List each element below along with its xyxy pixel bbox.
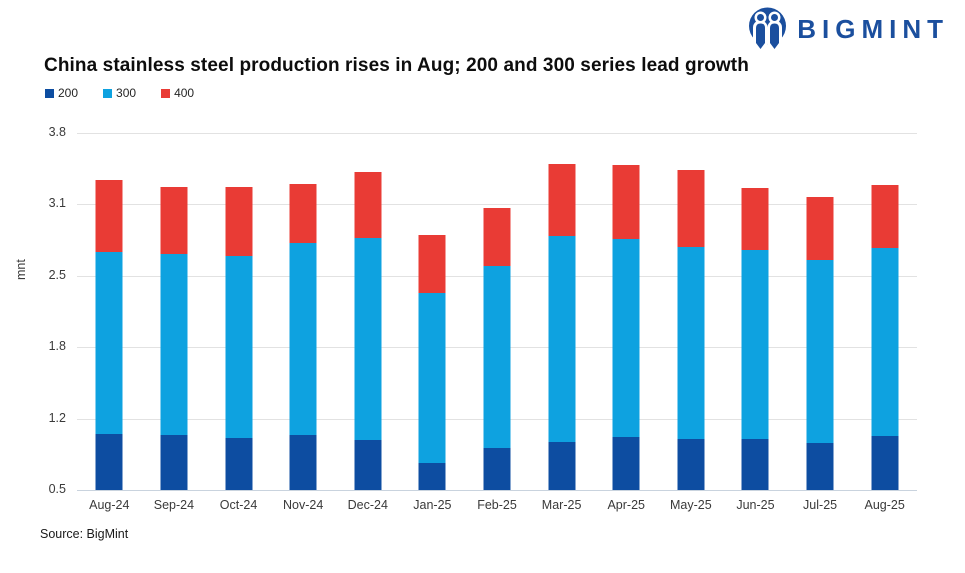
bar-segment-300-jan-25 — [418, 293, 446, 463]
bar-slot-apr-25: Apr-25 — [594, 133, 659, 512]
source-note: Source: BigMint — [40, 527, 129, 541]
bar-segment-400-oct-24 — [225, 187, 253, 257]
bar-segment-300-aug-24 — [95, 252, 123, 434]
x-tick-label: Apr-25 — [607, 498, 645, 512]
x-axis-line — [77, 490, 917, 491]
x-tick-label: Oct-24 — [219, 498, 258, 512]
bar-segment-400-apr-25 — [612, 165, 640, 240]
bar-segment-200-sep-24 — [160, 434, 188, 490]
bar-slot-aug-25: Aug-25 — [852, 133, 917, 512]
x-tick-label: Sep-24 — [153, 498, 195, 512]
bar-segment-300-jun-25 — [741, 249, 769, 440]
bar-segment-400-nov-24 — [289, 183, 317, 244]
bar-slot-jul-25: Jul-25 — [788, 133, 853, 512]
legend-swatch-300 — [103, 88, 113, 98]
x-tick-label: Aug-24 — [89, 498, 130, 512]
bar-segment-300-jul-25 — [806, 259, 834, 444]
bar-segment-200-aug-25 — [871, 435, 899, 490]
bar-slot-jan-25: Jan-25 — [400, 133, 465, 512]
legend-item-400: 400 — [161, 86, 194, 100]
bar-segment-200-apr-25 — [612, 436, 640, 490]
bar-segment-200-may-25 — [677, 439, 705, 490]
x-tick-label: Dec-24 — [347, 498, 388, 512]
bar-segment-200-nov-24 — [289, 434, 317, 490]
legend-swatch-400 — [161, 88, 171, 98]
bar-segment-400-mar-25 — [548, 164, 576, 236]
bar-segment-400-aug-24 — [95, 179, 123, 252]
y-tick-label: 2.5 — [48, 268, 66, 282]
bigmint-logo-text: BIGMINT — [797, 13, 949, 44]
bar-segment-400-aug-25 — [871, 184, 899, 248]
y-axis: 3.8 3.1 2.5 1.8 1.2 0.5 — [24, 125, 66, 496]
x-tick-label: Jan-25 — [413, 498, 452, 512]
y-axis-title: mnt — [14, 259, 28, 280]
bar-segment-300-sep-24 — [160, 254, 188, 435]
x-tick-label: May-25 — [669, 498, 712, 512]
legend-item-200: 200 — [45, 86, 78, 100]
bar-segment-300-feb-25 — [483, 266, 511, 448]
legend-label: 400 — [174, 86, 195, 100]
x-tick-label: Nov-24 — [283, 498, 324, 512]
legend-label: 200 — [58, 86, 79, 100]
bigmint-people-icon — [749, 7, 787, 51]
bar-segment-400-jun-25 — [741, 188, 769, 250]
bar-segment-400-may-25 — [677, 169, 705, 247]
bar-segment-400-dec-24 — [354, 171, 382, 238]
x-tick-label: Mar-25 — [541, 498, 582, 512]
x-tick-label: Jul-25 — [803, 498, 838, 512]
bar-segment-300-aug-25 — [871, 247, 899, 436]
bigmint-logo: BIGMINT — [748, 7, 949, 51]
chart-title: China stainless steel production rises i… — [44, 55, 749, 76]
bar-segment-400-feb-25 — [483, 207, 511, 267]
bar-slot-dec-24: Dec-24 — [335, 133, 400, 512]
bar-segment-400-jul-25 — [806, 196, 834, 260]
bar-slot-sep-24: Sep-24 — [142, 133, 207, 512]
bar-segment-200-mar-25 — [548, 442, 576, 490]
bar-segment-400-sep-24 — [160, 187, 188, 255]
bar-segment-300-apr-25 — [612, 239, 640, 437]
bar-segment-200-feb-25 — [483, 447, 511, 490]
bar-segment-300-oct-24 — [225, 256, 253, 439]
bar-segment-400-jan-25 — [418, 234, 446, 294]
grid-line — [77, 204, 917, 205]
bar-slot-mar-25: Mar-25 — [529, 133, 594, 512]
plot-area: Aug-24 Sep-24 Oct-24 Nov-24 Dec-24 Jan-25 Feb-… — [77, 133, 917, 512]
grid-line — [77, 133, 917, 134]
legend-item-300: 300 — [103, 86, 136, 100]
bar-segment-300-may-25 — [677, 246, 705, 440]
bar-segment-200-jan-25 — [418, 462, 446, 490]
bar-slot-jun-25: Jun-25 — [723, 133, 788, 512]
bar-slot-feb-25: Feb-25 — [465, 133, 530, 512]
bar-segment-300-mar-25 — [548, 235, 576, 443]
chart-legend: 200 300 400 — [45, 86, 194, 100]
bar-segment-200-jul-25 — [806, 443, 834, 490]
x-tick-label: Jun-25 — [736, 498, 775, 512]
bar-segment-200-aug-24 — [95, 433, 123, 490]
y-tick-label: 1.2 — [48, 411, 66, 425]
bar-segment-300-dec-24 — [354, 237, 382, 441]
y-tick-label: 3.1 — [48, 196, 66, 210]
bar-segment-200-jun-25 — [741, 439, 769, 490]
x-tick-label: Feb-25 — [477, 498, 517, 512]
bar-segment-200-oct-24 — [225, 438, 253, 490]
bar-slot-nov-24: Nov-24 — [271, 133, 336, 512]
y-tick-label: 3.8 — [48, 125, 66, 139]
bar-slot-may-25: May-25 — [659, 133, 724, 512]
bar-segment-300-nov-24 — [289, 243, 317, 435]
bar-segment-200-dec-24 — [354, 440, 382, 490]
bar-slot-aug-24: Aug-24 — [77, 133, 142, 512]
legend-label: 300 — [116, 86, 137, 100]
bar-slot-oct-24: Oct-24 — [206, 133, 271, 512]
legend-swatch-200 — [45, 88, 54, 98]
x-tick-label: Aug-25 — [864, 498, 905, 512]
y-tick-label: 1.8 — [48, 339, 66, 353]
y-tick-label: 0.5 — [48, 482, 66, 496]
